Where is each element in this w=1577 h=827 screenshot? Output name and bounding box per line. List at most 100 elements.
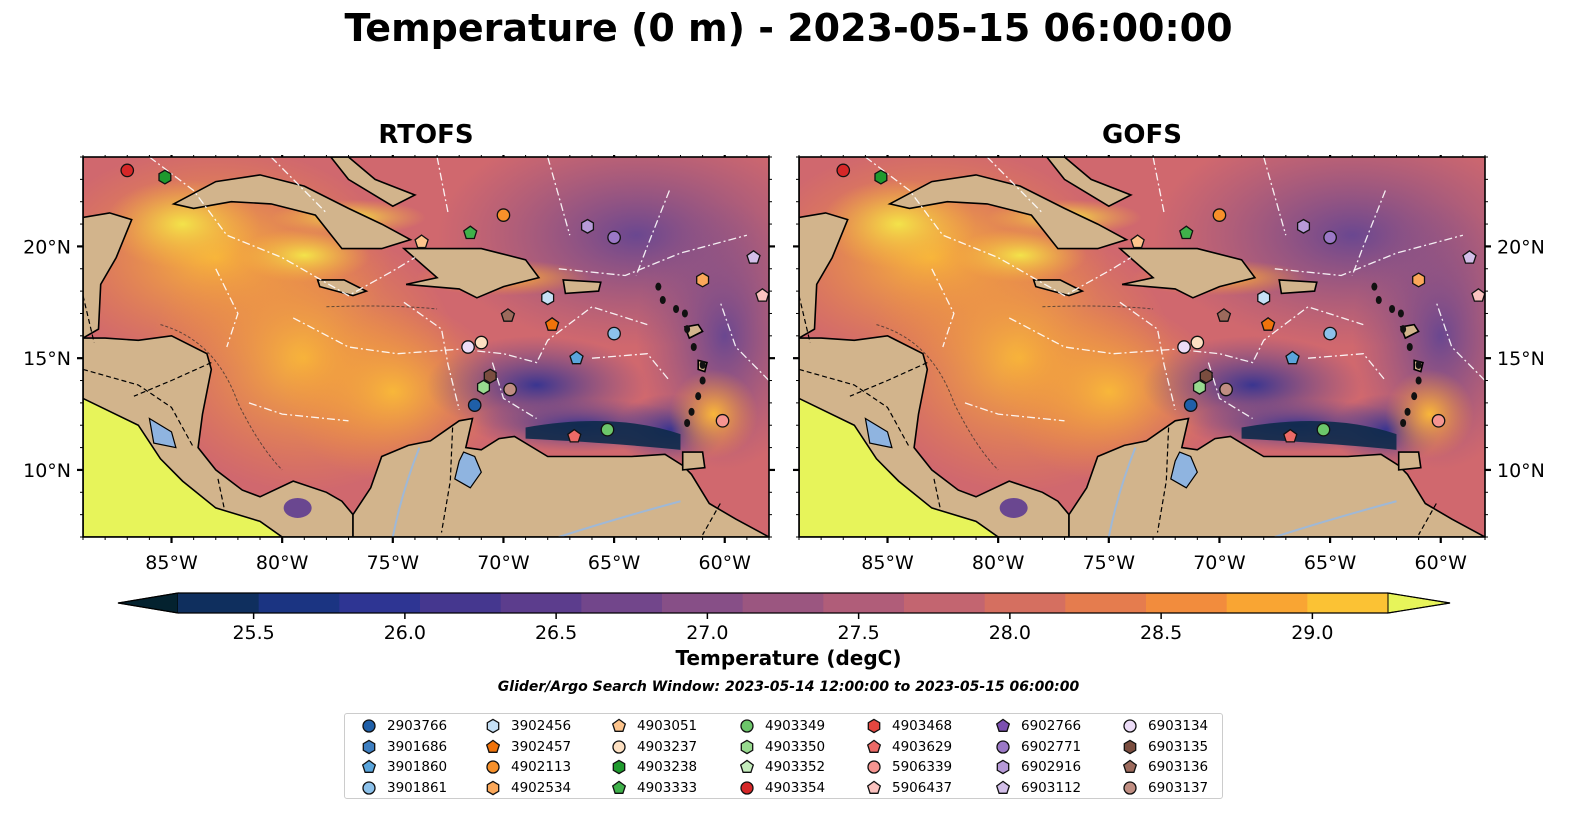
legend-marker-4903352 (739, 759, 755, 774)
lon-tick-label: 70°W (477, 552, 530, 574)
lat-tick-label: 15°N (23, 348, 71, 370)
float-6902771 (1323, 230, 1337, 245)
float-6903134 (461, 340, 475, 354)
float-6903137 (503, 382, 517, 397)
float-6902916 (580, 218, 595, 234)
float-6903112 (1462, 249, 1477, 264)
legend-item: 4903051 (611, 716, 697, 737)
legend-label: 6903137 (1148, 779, 1209, 796)
lon-tick-label: 75°W (367, 552, 420, 574)
colorbar-segment (420, 593, 502, 613)
float-4903051 (414, 234, 429, 249)
legend-item: 4903238 (611, 757, 697, 778)
map-panel-rtofs: 85°W 80°W 75°W 70°W 65°W 60°W 20°N 15°N 10°N (23, 155, 775, 574)
legend-label: 6902766 (1021, 718, 1082, 735)
float-4902113 (1212, 208, 1227, 222)
legend-column: 2903766 3901686 3901860 3901861 (361, 716, 447, 798)
land-cuba (887, 174, 1129, 250)
legend-marker-3901686 (362, 739, 376, 755)
legend-marker-4903468 (867, 718, 881, 734)
float-3901861 (607, 326, 621, 341)
legend-label: 6902916 (1021, 759, 1082, 776)
legend-marker-4903354 (740, 781, 754, 795)
legend-marker-6903136 (1122, 759, 1138, 774)
colorbar-segment (1307, 593, 1389, 613)
float-4903333 (463, 225, 478, 240)
land-bah (1045, 157, 1133, 208)
colorbar-segment (823, 593, 905, 613)
legend-label: 4903468 (892, 718, 953, 735)
legend-marker-6903135 (1123, 739, 1137, 755)
legend-marker-4903051 (611, 718, 627, 733)
legend-item: 6902766 (995, 716, 1081, 737)
legend-label: 6903135 (1148, 738, 1209, 755)
colorbar-tick-label: 26.5 (535, 622, 577, 644)
float-4903354 (836, 163, 851, 178)
legend-label: 3901860 (387, 759, 448, 776)
map-frame (798, 156, 1486, 538)
legend-marker-4903333 (611, 780, 627, 794)
legend-label: 5906339 (892, 759, 953, 776)
legend-label: 4903051 (637, 718, 698, 735)
float-4903051 (1130, 234, 1145, 249)
lon-tick-label: 80°W (972, 552, 1025, 574)
lon-tick-label: 85°W (861, 552, 914, 574)
legend-marker-6903137 (1123, 781, 1137, 795)
float-4903238 (158, 169, 172, 185)
search-window-text: Glider/Argo Search Window: 2023-05-14 12… (497, 679, 1080, 695)
float-4903333 (1179, 225, 1194, 240)
float-3902456 (1257, 290, 1271, 306)
float-6903134 (1177, 340, 1191, 354)
legend-item: 6903112 (995, 778, 1081, 799)
legend-item: 3902457 (485, 737, 571, 758)
map-panel-gofs: 85°W 80°W 75°W 70°W 65°W 60°W 20°N 15°N 10°N (793, 155, 1545, 574)
colorbar-segment (662, 593, 744, 613)
legend-marker-5906339 (867, 760, 881, 774)
float-3901861 (1323, 326, 1337, 341)
legend-item: 6903135 (1122, 737, 1208, 758)
land-trin (681, 451, 706, 471)
land-sam (352, 417, 769, 537)
lon-tick-label: 75°W (1083, 552, 1136, 574)
colorbar-tick-label: 26.0 (384, 622, 426, 644)
float-4903349 (1316, 422, 1331, 437)
float-6903136 (500, 308, 516, 322)
colorbar-over-arrow (1387, 592, 1451, 614)
float-3901860 (569, 350, 584, 365)
legend-label: 4903352 (765, 759, 826, 776)
legend-item: 6903136 (1122, 757, 1208, 778)
legend-marker-4903349 (740, 719, 754, 733)
lat-tick-label: 20°N (1497, 236, 1545, 258)
legend-item: 3901686 (361, 737, 447, 758)
legend-marker-4903237 (612, 740, 626, 754)
float-4903629 (567, 428, 582, 443)
lat-tick-label: 10°N (23, 460, 71, 482)
float-4903350 (476, 379, 491, 395)
colorbar-segment (742, 593, 824, 613)
lon-tick-label: 65°W (588, 552, 641, 574)
lon-tick-label: 60°W (699, 552, 752, 574)
legend-item: 4902534 (485, 778, 571, 799)
legend-marker-3902457 (485, 739, 501, 753)
legend-marker-4902534 (486, 780, 500, 796)
legend-label: 6903112 (1021, 779, 1082, 796)
float-4903349 (600, 422, 615, 437)
colorbar-tick-label: 25.5 (232, 622, 274, 644)
float-4902534 (696, 272, 710, 288)
legend-item: 4903352 (739, 757, 825, 778)
land-jam (316, 279, 369, 297)
legend-label: 3901861 (387, 779, 448, 796)
legend-label: 3901686 (387, 738, 448, 755)
lon-tick-label: 65°W (1304, 552, 1357, 574)
float-6903112 (746, 249, 761, 264)
float-5906339 (1431, 413, 1446, 428)
legend-item: 3901861 (361, 778, 447, 799)
figure-title: Temperature (0 m) - 2023-05-15 06:00:00 (344, 6, 1233, 50)
float-4903237 (1190, 335, 1205, 350)
land-cuba (171, 174, 413, 250)
panel-title-rtofs: RTOFS (378, 120, 474, 150)
legend-marker-6903134 (1123, 719, 1137, 733)
legend-item: 4903350 (739, 737, 825, 758)
legend-marker-3901860 (361, 759, 377, 774)
land-hisp (401, 247, 541, 299)
